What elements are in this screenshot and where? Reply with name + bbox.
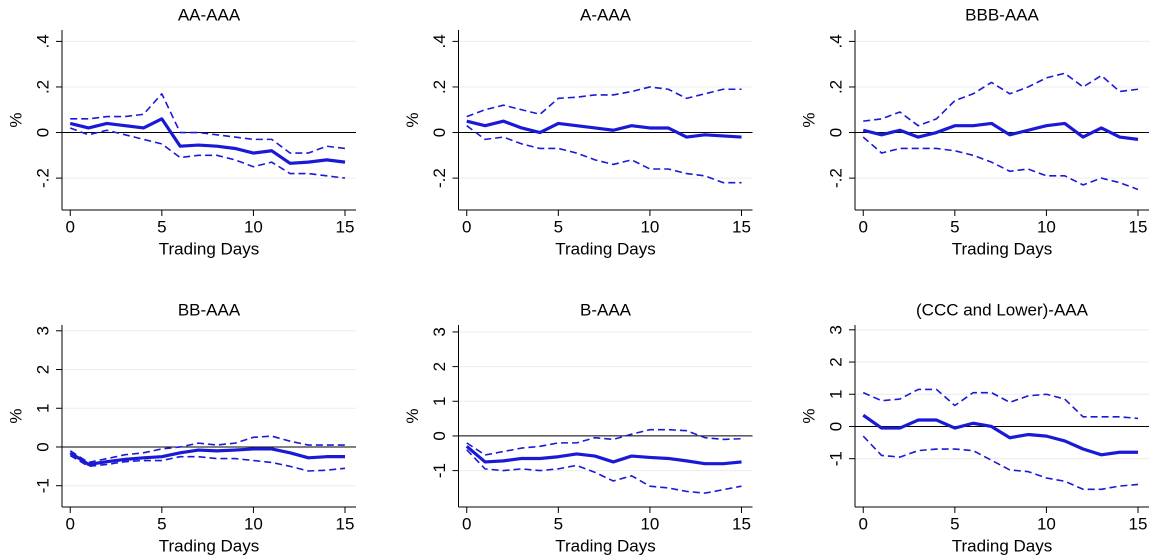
x-tick-label: 10 <box>640 514 659 533</box>
panel-title: (CCC and Lower)-AAA <box>916 300 1089 319</box>
y-tick-label: .2 <box>430 80 449 94</box>
estimate-line <box>69 117 346 165</box>
y-tick-label: 2 <box>430 362 449 371</box>
panel: -1 0 1 2 3 0 5 10 15 (CCC and Lower)-AAA Trading D… <box>799 300 1149 555</box>
x-tick-label: 5 <box>950 514 959 533</box>
x-axis-label: Trading Days <box>555 239 655 258</box>
x-tick-label: 15 <box>1129 514 1148 533</box>
y-tick-label: 0 <box>826 422 845 431</box>
y-tick-label: 3 <box>430 327 449 336</box>
y-tick-label: .4 <box>826 34 845 48</box>
x-tick-label: 10 <box>640 217 659 236</box>
panel: -.2 0 .2 .4 0 5 10 15 AA-AAA Trading Days% <box>6 5 356 258</box>
x-tick-label: 0 <box>66 514 75 533</box>
x-axis-label: Trading Days <box>159 239 259 258</box>
x-tick-label: 15 <box>336 514 355 533</box>
y-tick-label: -1 <box>430 463 449 478</box>
x-tick-label: 5 <box>554 217 563 236</box>
x-tick-label: 0 <box>66 217 75 236</box>
estimate-line <box>862 121 1139 141</box>
panel-title: AA-AAA <box>178 5 241 24</box>
y-tick-label: .4 <box>33 34 52 48</box>
panel: -.2 0 .2 .4 0 5 10 15 A-AAA Trading Days% <box>403 5 753 258</box>
estimate-line <box>466 119 742 139</box>
x-axis-label: Trading Days <box>555 536 655 555</box>
band-line <box>862 136 1139 191</box>
x-tick-label: 15 <box>336 217 355 236</box>
y-axis-label: % <box>6 408 25 423</box>
x-tick-label: 10 <box>1037 514 1056 533</box>
x-tick-label: 0 <box>462 217 471 236</box>
y-tick-label: -.2 <box>430 168 449 188</box>
band-line <box>466 125 742 184</box>
x-tick-label: 10 <box>244 514 263 533</box>
x-axis-label: Trading Days <box>159 536 259 555</box>
panel-title: BB-AAA <box>178 300 241 319</box>
band-line <box>69 435 346 464</box>
band-line <box>863 72 1139 127</box>
y-axis-label: % <box>6 112 25 127</box>
estimate-line <box>465 445 742 466</box>
y-tick-label: -1 <box>826 451 845 466</box>
y-tick-label: 3 <box>826 325 845 334</box>
panel: -1 0 1 2 3 0 5 10 15 B-AAA Trading Days% <box>403 300 753 555</box>
y-axis-label: % <box>799 408 818 423</box>
y-tick-label: 1 <box>826 390 845 399</box>
x-tick-label: 15 <box>1129 217 1148 236</box>
y-axis-label: % <box>799 112 818 127</box>
panel-title: B-AAA <box>580 300 632 319</box>
y-tick-label: 1 <box>430 397 449 406</box>
x-tick-label: 5 <box>157 217 166 236</box>
y-tick-label: .4 <box>430 34 449 48</box>
x-axis-label: Trading Days <box>952 536 1052 555</box>
y-tick-label: 0 <box>826 128 845 137</box>
x-tick-label: 0 <box>462 514 471 533</box>
x-axis-label: Trading Days <box>952 239 1052 258</box>
panel-title: BBB-AAA <box>965 5 1039 24</box>
y-tick-label: 0 <box>430 128 449 137</box>
x-tick-label: 15 <box>732 217 751 236</box>
band-line <box>466 86 742 118</box>
panel: -.2 0 .2 .4 0 5 10 15 BBB-AAA Trading Days% <box>799 5 1149 258</box>
estimate-line <box>69 447 346 466</box>
x-tick-label: 10 <box>1037 217 1056 236</box>
band-line <box>862 388 1139 420</box>
estimate-line <box>862 413 1139 457</box>
band-line <box>466 449 742 494</box>
band-line <box>69 127 346 179</box>
x-tick-label: 10 <box>244 217 263 236</box>
x-tick-label: 5 <box>554 514 563 533</box>
band-line <box>69 454 346 472</box>
y-tick-label: 2 <box>33 365 52 374</box>
y-tick-label: 1 <box>33 404 52 413</box>
y-tick-label: .2 <box>33 80 52 94</box>
y-tick-label: 0 <box>430 431 449 440</box>
band-line <box>466 428 742 456</box>
y-tick-label: .2 <box>826 80 845 94</box>
y-tick-label: -1 <box>33 478 52 493</box>
y-tick-label: 2 <box>826 357 845 366</box>
y-tick-label: 0 <box>33 128 52 137</box>
y-tick-label: -.2 <box>826 168 845 188</box>
y-axis-label: % <box>403 408 422 423</box>
x-tick-label: 5 <box>950 217 959 236</box>
band-line <box>70 93 346 154</box>
band-line <box>862 435 1139 491</box>
y-axis-label: % <box>403 112 422 127</box>
x-tick-label: 15 <box>732 514 751 533</box>
x-tick-label: 0 <box>859 514 868 533</box>
x-tick-label: 5 <box>157 514 166 533</box>
y-tick-label: -.2 <box>33 168 52 188</box>
y-tick-label: 0 <box>33 442 52 451</box>
y-tick-label: 3 <box>33 326 52 335</box>
x-tick-label: 0 <box>859 217 868 236</box>
panel-title: A-AAA <box>580 5 632 24</box>
panel: -1 0 1 2 3 0 5 10 15 BB-AAA Trading Days% <box>6 300 356 555</box>
